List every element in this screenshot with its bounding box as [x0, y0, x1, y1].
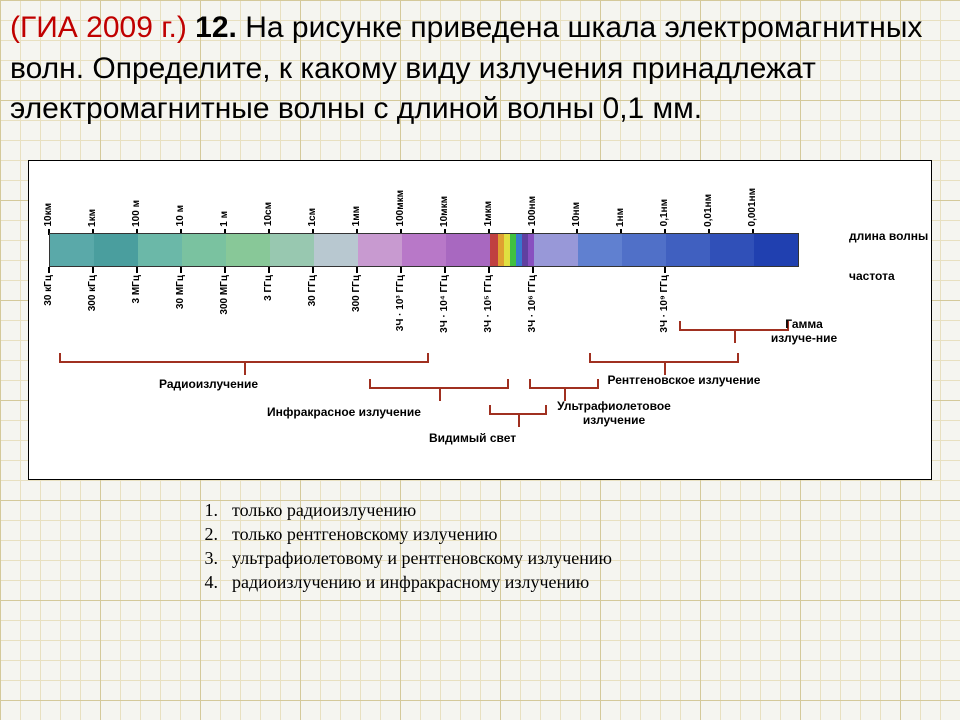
answer-number: 4. — [190, 570, 218, 594]
answer-text: только рентгеновскому излучению — [232, 522, 497, 546]
region-label: Ультрафиолетовое излучение — [529, 399, 699, 427]
answer-option: 1. только радиоизлучению — [190, 498, 950, 522]
question-number: 12. — [195, 11, 237, 44]
region-label: Рентгеновское излучение — [599, 373, 769, 387]
question-source: (ГИА 2009 г.) — [10, 11, 195, 44]
region-label: Гаммаизлуче-ние — [769, 317, 839, 345]
answer-number: 3. — [190, 546, 218, 570]
answer-number: 2. — [190, 522, 218, 546]
answer-option: 4. радиоизлучению и инфракрасному излучен… — [190, 570, 950, 594]
region-label: Инфракрасное излучение — [259, 405, 429, 419]
answer-options: 1. только радиоизлучению 2. только рентгено… — [190, 498, 950, 595]
answer-text: радиоизлучению и инфракрасному излучению — [232, 570, 589, 594]
region-label: Радиоизлучение — [159, 377, 258, 391]
spectrum-region-brackets: РадиоизлучениеИнфракрасное излучениеВиди… — [29, 161, 931, 479]
answer-number: 1. — [190, 498, 218, 522]
slide-content: (ГИА 2009 г.) 12. На рисунке приведена ш… — [0, 0, 960, 603]
answer-text: ультрафиолетовому и рентгеновскому излуч… — [232, 546, 612, 570]
region-bracket — [59, 353, 429, 363]
em-spectrum-diagram: 10км1км100 м10 м1 м10см1см1мм100мкм10мкм… — [28, 160, 932, 480]
answer-option: 3. ультрафиолетовому и рентгеновскому изл… — [190, 546, 950, 570]
region-bracket — [589, 353, 739, 363]
region-bracket — [369, 379, 509, 389]
region-bracket — [529, 379, 599, 389]
question-text: (ГИА 2009 г.) 12. На рисунке приведена ш… — [10, 8, 950, 130]
answer-text: только радиоизлучению — [232, 498, 416, 522]
region-label: Видимый свет — [429, 431, 516, 445]
answer-option: 2. только рентгеновскому излучению — [190, 522, 950, 546]
